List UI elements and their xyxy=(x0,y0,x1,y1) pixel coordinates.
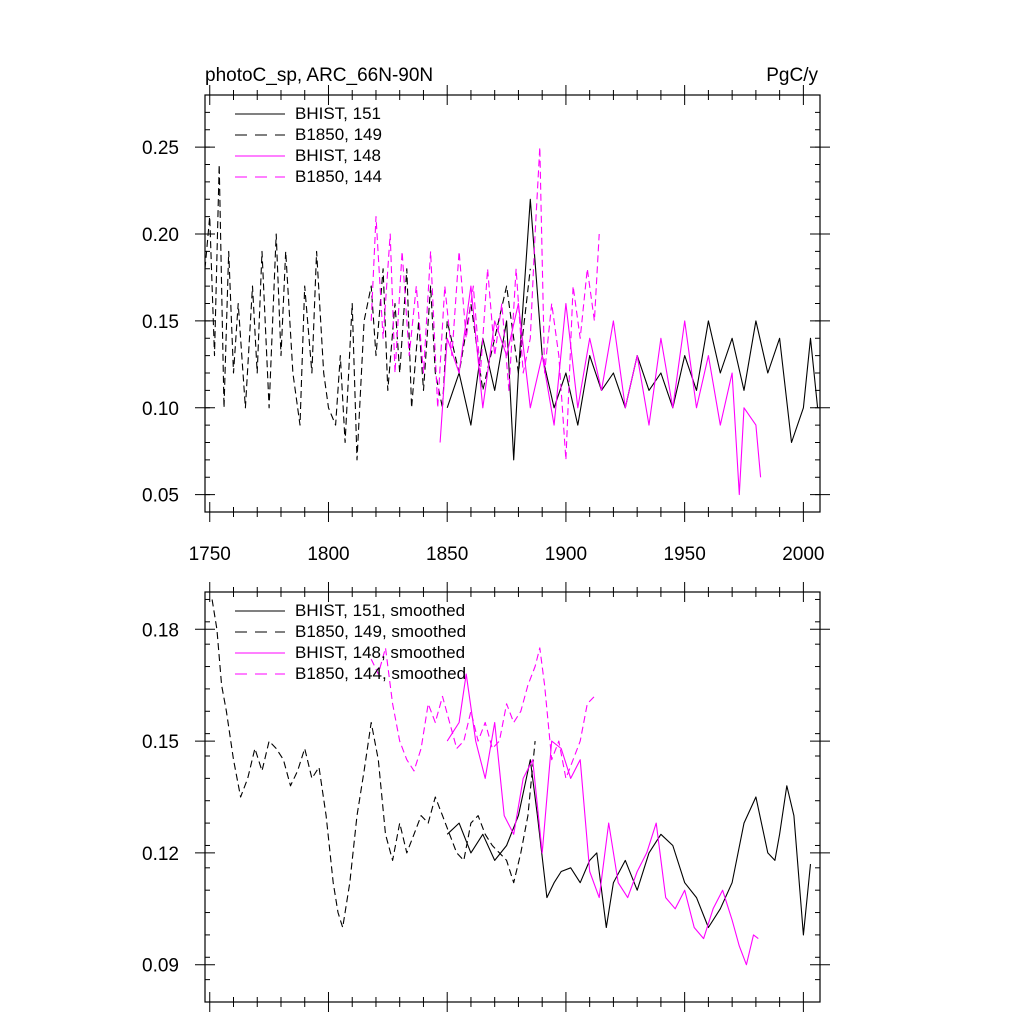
legend-label-1: B1850, 149, smoothed xyxy=(295,622,466,641)
series-line-3 xyxy=(370,146,600,461)
top-panel: 0.05 0.10 0.15 0.20 0.25 1750 1800 1850 1900 1950… xyxy=(142,65,830,565)
legend-label-0: BHIST, 151 xyxy=(295,104,381,123)
y-tick-label: 0.18 xyxy=(142,620,179,641)
legend-label-2: BHIST, 148 xyxy=(295,146,381,165)
series-line-2 xyxy=(446,673,759,966)
x-tick-label: 1900 xyxy=(545,544,587,565)
chart-units: PgC/y xyxy=(766,65,818,86)
legend-label-2: BHIST, 148, smoothed xyxy=(295,643,465,662)
series-line-2 xyxy=(439,285,762,496)
legend-label-3: B1850, 144 xyxy=(295,167,382,186)
legend-label-1: B1850, 149 xyxy=(295,125,382,144)
legend-label-3: B1850, 144, smoothed xyxy=(295,664,466,683)
chart-title: photoC_sp, ARC_66N-90N xyxy=(205,65,433,86)
series-line-1 xyxy=(205,163,531,461)
bottom-panel: 0.09 0.12 0.15 0.18 BHIST, 151, smoothed B185… xyxy=(142,582,830,1012)
y-tick-label: 0.10 xyxy=(142,399,179,420)
series-line-1 xyxy=(211,599,536,929)
y-tick-label: 0.15 xyxy=(142,732,179,753)
y-tick-label: 0.25 xyxy=(142,138,179,159)
series-line-0 xyxy=(446,759,812,936)
y-tick-label: 0.20 xyxy=(142,225,179,246)
y-tick-label: 0.15 xyxy=(142,312,179,333)
legend-label-0: BHIST, 151, smoothed xyxy=(295,601,465,620)
y-tick-label: 0.09 xyxy=(142,956,179,977)
series-line-0 xyxy=(446,198,819,461)
x-tick-label: 1850 xyxy=(426,544,468,565)
y-tick-label: 0.05 xyxy=(142,486,179,507)
series-line-3 xyxy=(370,647,595,779)
plot-frame xyxy=(204,591,821,1003)
x-tick-label: 1800 xyxy=(307,544,349,565)
y-tick-label: 0.12 xyxy=(142,844,179,865)
x-tick-label: 1750 xyxy=(189,544,231,565)
x-tick-label: 2000 xyxy=(782,544,824,565)
x-tick-label: 1950 xyxy=(664,544,706,565)
